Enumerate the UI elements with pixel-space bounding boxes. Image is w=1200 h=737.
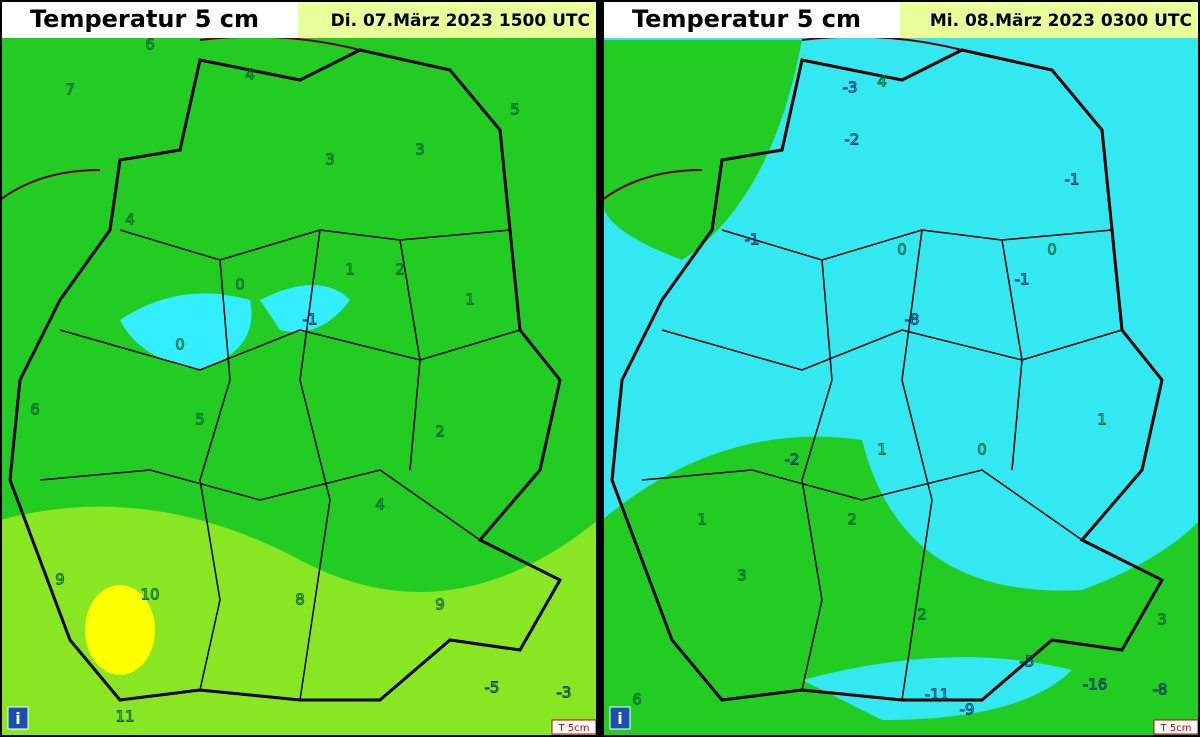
station-value: 7 [65, 81, 75, 99]
info-icon-label[interactable]: i [15, 709, 20, 728]
station-value: -3 [557, 684, 572, 702]
station-value: -5 [485, 679, 500, 697]
station-value: -3 [843, 79, 858, 97]
station-value: 1 [1097, 411, 1107, 429]
state-border [661, 329, 1123, 371]
station-value: 9 [435, 596, 445, 614]
station-value: 3 [415, 141, 425, 159]
state-border [901, 229, 933, 701]
station-value: 1 [877, 441, 887, 459]
cold-area [120, 293, 252, 370]
station-value: -1 [745, 231, 760, 249]
station-value: -8 [1153, 681, 1168, 699]
state-border [801, 259, 833, 691]
station-value: 0 [977, 441, 987, 459]
station-value: 8 [295, 591, 305, 609]
station-value: 3 [737, 567, 747, 585]
info-icon[interactable] [609, 706, 631, 730]
station-value: 2 [395, 261, 405, 279]
country-border [610, 48, 1165, 702]
warm-area [0, 506, 598, 737]
station-value: 4 [877, 73, 887, 91]
station-value: -16 [1083, 676, 1108, 694]
state-border [399, 239, 421, 471]
station-value: 1 [345, 261, 355, 279]
station-value: 6 [145, 36, 155, 54]
station-value: 3 [325, 151, 335, 169]
station-value: 6 [632, 691, 642, 709]
map-panel: 4 -3 -2 0 -1 -8 1 2 -16 -9 -11 -8 -5 3 6 -1 0 1 2 3 -2 0 1 -1 Te… [601, 0, 1200, 737]
station-value: 5 [510, 101, 520, 119]
panel-date: Di. 07.März 2023 1500 UTC [331, 11, 590, 31]
station-value: -1 [1065, 171, 1080, 189]
panel-title: Temperatur 5 cm [30, 5, 259, 33]
state-border [39, 469, 481, 541]
station-value: 4 [245, 66, 255, 84]
station-value: 0 [235, 276, 245, 294]
station-value: 10 [140, 586, 159, 604]
state-border [1001, 239, 1023, 471]
station-value: 0 [897, 241, 907, 259]
mild-area [602, 436, 1200, 737]
station-value: 4 [125, 211, 135, 229]
cold-area [802, 657, 1072, 720]
station-value: -5 [1020, 653, 1035, 671]
station-value: -11 [925, 686, 950, 704]
footer-label: T 5cm [1160, 723, 1192, 734]
title-box [602, 0, 900, 38]
station-value: -2 [845, 131, 860, 149]
panel-date: Mi. 08.März 2023 0300 UTC [930, 11, 1192, 31]
station-value: 3 [1157, 611, 1167, 629]
station-value: -1 [303, 311, 318, 329]
station-value: 1 [465, 291, 475, 309]
station-value: -9 [960, 701, 975, 719]
state-border [59, 329, 521, 371]
title-box [0, 0, 298, 38]
station-value: 9 [55, 571, 65, 589]
country-border [8, 48, 563, 702]
info-icon[interactable] [7, 706, 29, 730]
state-border [199, 259, 231, 691]
panel-frame [0, 0, 598, 737]
station-value: 0 [175, 336, 185, 354]
station-value: 1 [697, 511, 707, 529]
mild-area [602, 40, 802, 260]
footer-label: T 5cm [558, 723, 590, 734]
station-value: 2 [847, 511, 857, 529]
warm-spot [85, 585, 155, 675]
station-value: 4 [375, 496, 385, 514]
info-icon-label[interactable]: i [617, 709, 622, 728]
station-value: 11 [115, 708, 134, 726]
cold-area [260, 285, 350, 332]
panel-title: Temperatur 5 cm [632, 5, 861, 33]
state-border [641, 469, 1083, 541]
station-value: 0 [1047, 241, 1057, 259]
state-border [299, 229, 331, 701]
station-value: 6 [30, 401, 40, 419]
station-value: -2 [785, 451, 800, 469]
station-value: 5 [195, 411, 205, 429]
station-value: 2 [435, 423, 445, 441]
station-value: -1 [1015, 271, 1030, 289]
panel-frame [602, 0, 1200, 737]
station-value: -8 [905, 311, 920, 329]
station-value: 2 [917, 606, 927, 624]
